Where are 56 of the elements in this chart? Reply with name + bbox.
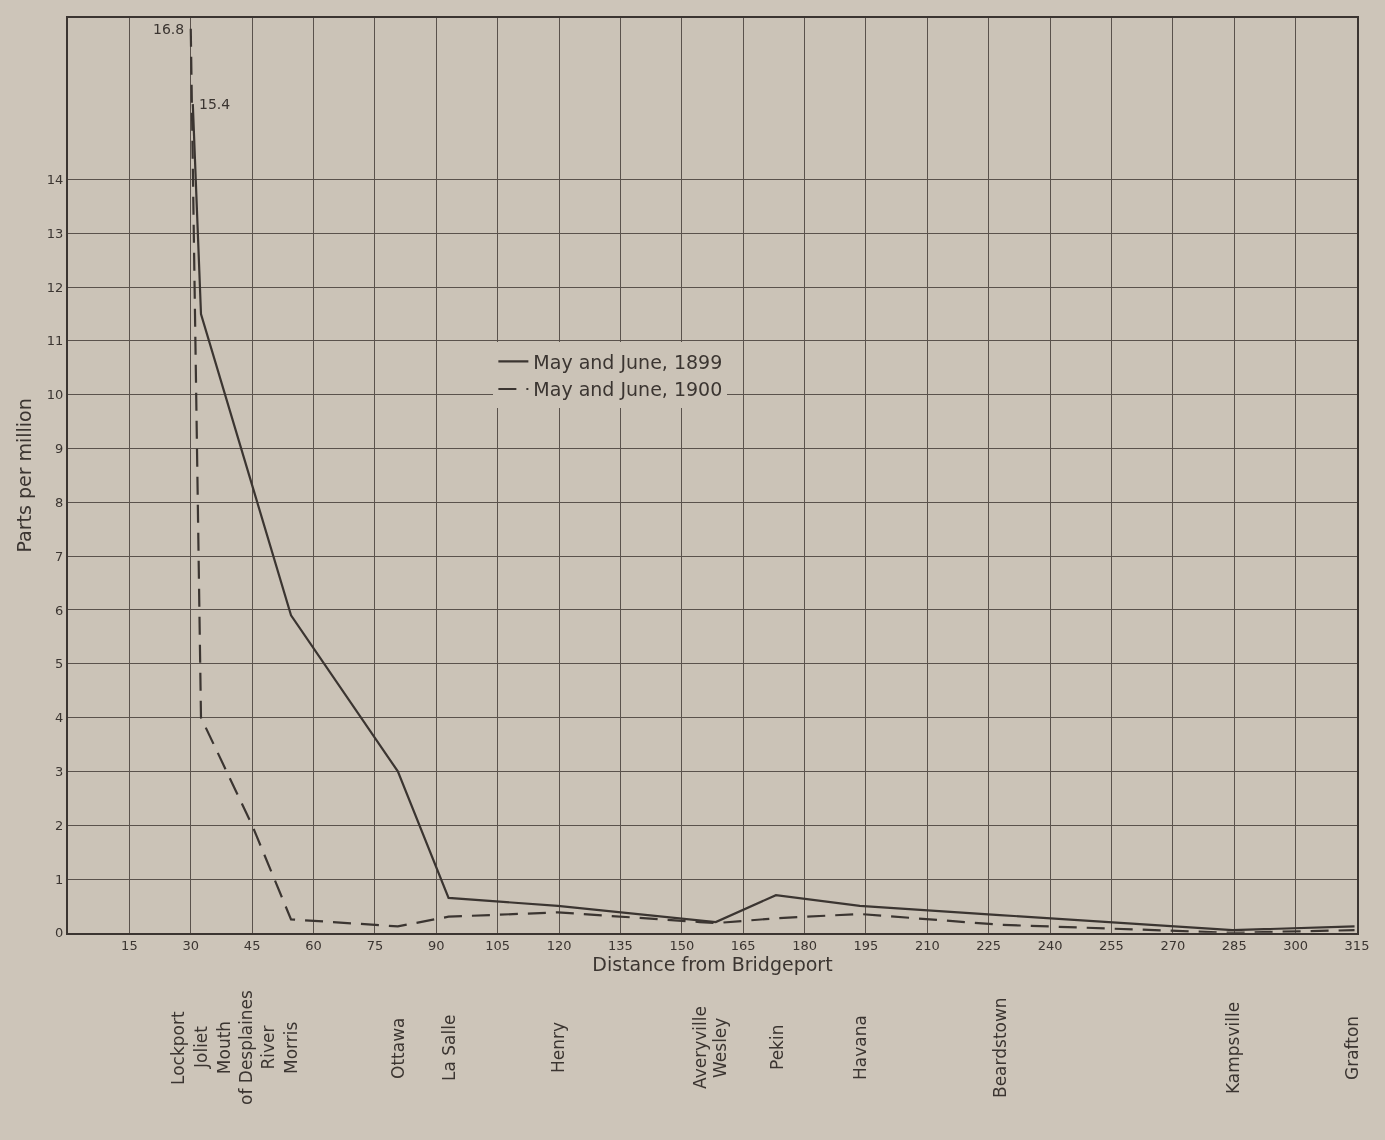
annotation: 15.4 (199, 96, 231, 112)
y-tick-label: 4 (55, 710, 64, 726)
x-tick-label: 150 (669, 938, 695, 954)
text: La Salle (439, 1014, 459, 1081)
y-tick-label: 3 (55, 763, 64, 779)
y-tick-label: 10 (46, 387, 64, 403)
text: Havana (850, 1015, 870, 1080)
y-tick-label: 13 (46, 225, 64, 241)
text: Pekin (767, 1024, 787, 1070)
y-axis-title: Parts per million (13, 398, 36, 553)
x-tick-label: 75 (366, 938, 384, 954)
text: Ottawa (388, 1017, 408, 1079)
x-tick-label: 15 (121, 938, 138, 954)
x-tick-label: 210 (914, 938, 940, 954)
x-tick-label: 300 (1283, 938, 1309, 954)
y-tick-label: 7 (55, 548, 64, 564)
text: Beardstown (990, 997, 1010, 1098)
x-tick-label: 30 (182, 938, 200, 954)
legend-label: May and June, 1899 (533, 350, 723, 373)
text: Henry (548, 1021, 568, 1073)
y-tick-label: 9 (55, 441, 64, 457)
y-tick-label: 8 (55, 494, 64, 510)
text: Joliet (191, 1025, 211, 1069)
text: Mouth of Desplaines River (214, 989, 279, 1105)
text: Lockport (168, 1011, 188, 1085)
y-tick-label: 14 (46, 171, 64, 187)
text: Wesley (710, 1017, 730, 1078)
x-tick-label: 240 (1037, 938, 1063, 954)
annotation: 16.8 (153, 21, 185, 37)
x-tick-label: 60 (305, 938, 322, 954)
x-tick-label: 120 (546, 938, 572, 954)
y-tick-label: 11 (46, 333, 64, 349)
x-tick-label: 180 (792, 938, 817, 954)
y-tick-label: 5 (55, 656, 64, 672)
x-tick-label: 45 (243, 938, 261, 954)
x-tick-label: 135 (608, 938, 633, 954)
x-tick-label: 315 (1344, 938, 1370, 954)
y-tick-label: 12 (46, 279, 64, 295)
x-axis-title: Distance from Bridgeport (592, 953, 833, 976)
text: Averyville (690, 1006, 710, 1089)
x-tick-label: 255 (1099, 938, 1124, 954)
y-tick-label: 0 (55, 925, 64, 941)
y-tick-label: 2 (55, 817, 64, 833)
text: Grafton (1342, 1015, 1362, 1080)
y-tick-label: 6 (55, 602, 64, 618)
text: Morris (281, 1021, 301, 1074)
x-tick-label: 165 (730, 938, 756, 954)
x-tick-label: 105 (485, 938, 511, 954)
y-tick-label: 1 (55, 871, 64, 887)
x-tick-label: 225 (976, 938, 1002, 954)
x-tick-label: 195 (853, 938, 879, 954)
text: Kampsville (1223, 1001, 1243, 1094)
x-tick-label: 285 (1221, 938, 1247, 954)
x-tick-label: 90 (428, 938, 445, 954)
legend-label: May and June, 1900 (533, 378, 723, 401)
x-tick-label: 270 (1160, 938, 1186, 954)
